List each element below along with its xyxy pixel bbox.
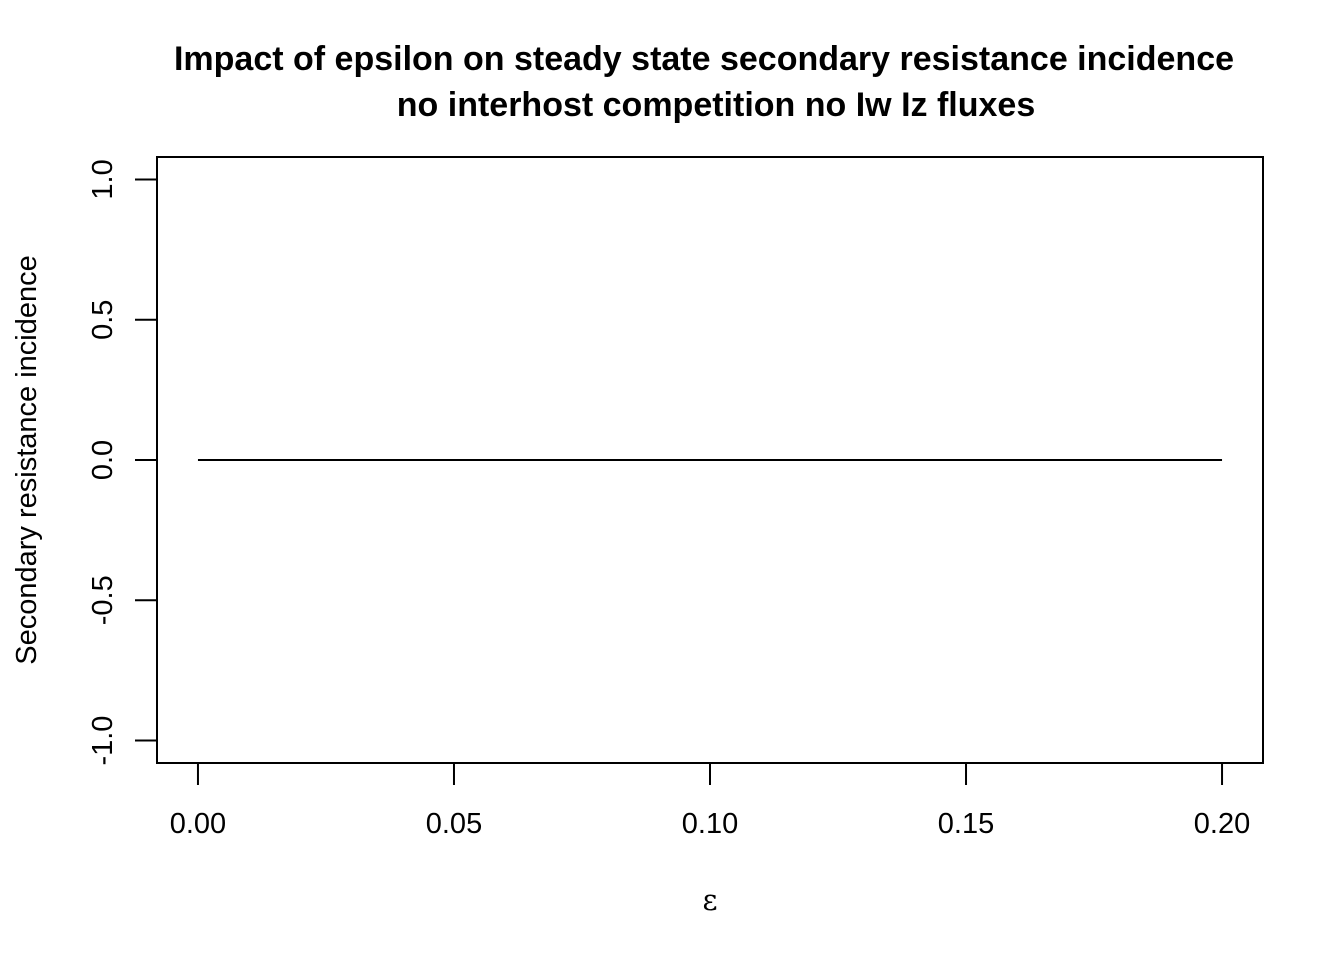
chart-title: Impact of epsilon on steady state second… [174,40,1234,78]
x-tick-label: 0.00 [170,808,226,840]
x-tick-label: 0.05 [426,808,482,840]
y-tick-label: -1.0 [87,716,119,766]
y-tick-label: -0.5 [87,575,119,625]
x-axis-label: ε [702,883,717,917]
x-axis: 0.00 0.05 0.10 0.15 0.20 [170,762,1250,840]
y-axis: -1.0 -0.5 0.0 0.5 1.0 [87,159,158,766]
y-tick-label: 1.0 [87,159,119,199]
y-tick-label: 0.0 [87,440,119,480]
x-tick-label: 0.15 [938,808,994,840]
x-tick-label: 0.10 [682,808,738,840]
x-tick-label: 0.20 [1194,808,1250,840]
y-axis-label: Secondary resistance incidence [11,255,43,664]
y-tick-label: 0.5 [87,300,119,340]
chart-subtitle: no interhost competition no Iw Iz fluxes [397,86,1035,124]
